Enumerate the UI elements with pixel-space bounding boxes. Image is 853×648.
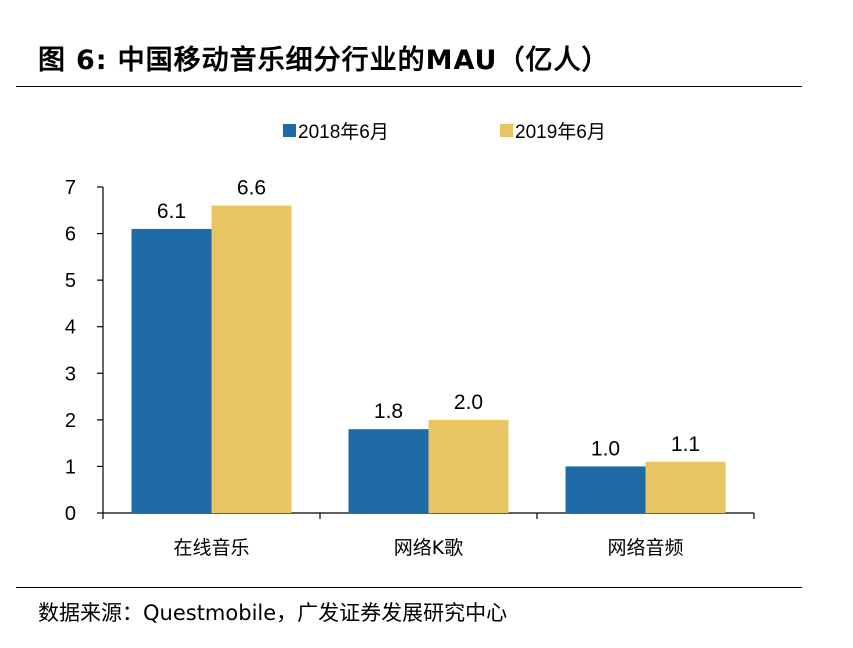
y-axis: 0 1 2 3 4 5 6 7 <box>65 177 104 525</box>
bar-2019-0 <box>211 205 292 513</box>
y-tick-label: 1 <box>65 456 76 478</box>
data-label: 2.0 <box>454 391 483 414</box>
y-tick-label: 7 <box>65 177 76 199</box>
source-divider <box>16 587 802 588</box>
x-axis: 在线音乐 网络K歌 网络音频 <box>102 512 755 559</box>
figure-label: 图 <box>38 45 66 76</box>
bar-2019-2 <box>645 461 726 513</box>
y-tick-label: 0 <box>65 503 76 525</box>
y-tick-label: 2 <box>65 410 76 432</box>
title-divider <box>16 86 802 87</box>
y-tick-label: 6 <box>65 224 76 246</box>
legend-label: 2019年6月 <box>515 121 606 143</box>
data-label: 1.8 <box>374 400 403 423</box>
chart-title: 中国移动音乐细分行业的MAU（亿人） <box>117 45 610 76</box>
legend-label: 2018年6月 <box>298 121 389 143</box>
legend: 2018年6月 2019年6月 <box>283 121 606 143</box>
bar-2019-1 <box>428 419 509 513</box>
bars <box>131 205 726 513</box>
data-label: 6.6 <box>237 177 266 200</box>
figure-title: 图 6: 中国移动音乐细分行业的MAU（亿人） <box>38 38 609 77</box>
data-label: 6.1 <box>157 200 186 223</box>
data-label: 1.1 <box>671 433 700 456</box>
x-category-label: 网络K歌 <box>394 537 463 559</box>
data-label: 1.0 <box>591 437 620 460</box>
source-note: 数据来源：Questmobile，广发证券发展研究中心 <box>38 601 508 625</box>
legend-swatch <box>283 124 296 137</box>
bar-2018-1 <box>348 429 429 513</box>
legend-swatch <box>500 124 513 137</box>
figure-number: 6: <box>76 45 108 76</box>
y-tick-label: 5 <box>65 270 76 292</box>
y-tick-label: 3 <box>65 363 76 385</box>
y-tick-label: 4 <box>65 317 76 339</box>
x-category-label: 网络音频 <box>607 537 683 559</box>
x-category-label: 在线音乐 <box>173 537 249 559</box>
bar-2018-2 <box>565 466 646 513</box>
bar-2018-0 <box>131 228 212 513</box>
data-labels: 6.1 1.8 1.0 6.6 2.0 1.1 <box>157 177 700 461</box>
